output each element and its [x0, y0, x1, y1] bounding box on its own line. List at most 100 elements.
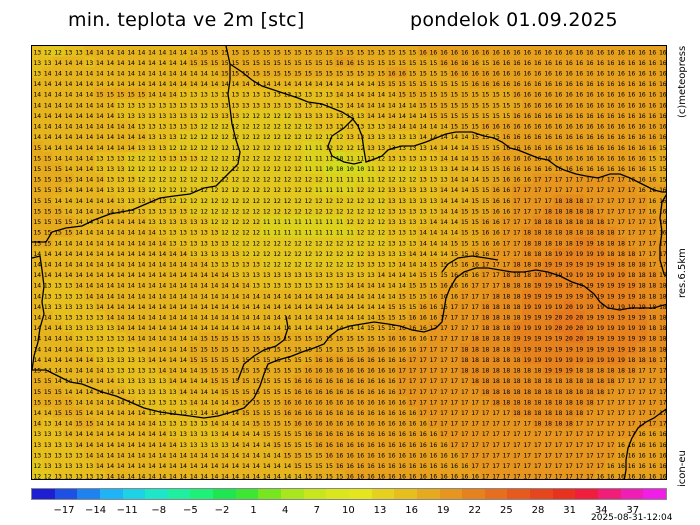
- temp-value: 15: [221, 377, 229, 385]
- temp-value: 14: [106, 314, 114, 322]
- temp-value: 19: [607, 260, 615, 268]
- temp-cell: [240, 130, 252, 142]
- temp-value: 14: [346, 282, 354, 290]
- temp-value: 17: [638, 197, 646, 205]
- temp-cell: [240, 109, 252, 121]
- temp-value: 16: [357, 441, 365, 449]
- temp-cell: [230, 247, 241, 259]
- temp-value: 13: [325, 112, 333, 120]
- temp-value: 12: [242, 229, 250, 237]
- temp-value: 16: [357, 388, 365, 396]
- temp-cell: [355, 268, 367, 280]
- temp-cell: [407, 205, 419, 217]
- temp-value: 14: [127, 239, 135, 247]
- temp-cell: [480, 258, 492, 270]
- temp-cell: [407, 173, 419, 185]
- temp-value: 15: [75, 420, 83, 428]
- temp-value: 16: [503, 207, 511, 215]
- temp-value: 14: [138, 345, 146, 353]
- temp-value: 15: [482, 176, 490, 184]
- temp-cell: [490, 99, 502, 111]
- temp-value: 16: [649, 176, 657, 184]
- temp-value: 17: [523, 451, 531, 459]
- temp-value: 15: [450, 112, 458, 120]
- temp-cell: [501, 268, 513, 280]
- temp-value: 13: [377, 123, 385, 131]
- temp-value: 17: [471, 292, 479, 300]
- temp-value: 16: [388, 377, 396, 385]
- temp-cell: [417, 279, 429, 291]
- temp-cell: [250, 236, 262, 248]
- temp-value: 13: [117, 165, 125, 173]
- temp-value: 12: [138, 154, 146, 162]
- temp-value: 19: [586, 239, 594, 247]
- temp-cell: [94, 215, 106, 227]
- temp-value: 13: [273, 282, 281, 290]
- temp-cell: [303, 183, 314, 195]
- temp-value: 14: [54, 197, 62, 205]
- temp-value: 18: [523, 229, 531, 237]
- temp-cell: [396, 99, 408, 111]
- temp-cell: [261, 88, 273, 100]
- temp-cell: [146, 194, 158, 206]
- temp-cell: [313, 152, 325, 164]
- temp-cell: [417, 183, 429, 195]
- temp-value: 16: [565, 144, 573, 152]
- temp-value: 15: [503, 91, 511, 99]
- temp-cell: [303, 120, 314, 132]
- temp-cell: [136, 258, 148, 270]
- temp-value: 16: [346, 367, 354, 375]
- temp-value: 17: [419, 377, 427, 385]
- temp-value: 14: [44, 112, 52, 120]
- temp-cell: [94, 109, 106, 121]
- temp-cell: [563, 268, 575, 280]
- temp-value: 15: [263, 388, 271, 396]
- temp-value: 15: [96, 91, 104, 99]
- temp-value: 14: [325, 324, 333, 332]
- temp-cell: [542, 215, 554, 227]
- temp-cell: [376, 194, 387, 206]
- temp-value: 14: [304, 292, 312, 300]
- temp-value: 19: [534, 324, 542, 332]
- temp-value: 13: [54, 430, 62, 438]
- temp-value: 14: [148, 345, 156, 353]
- temp-cell: [626, 300, 638, 312]
- temp-cell: [188, 109, 200, 121]
- temp-value: 18: [482, 367, 490, 375]
- temp-value: 12: [200, 197, 208, 205]
- temp-value: 12: [284, 144, 292, 152]
- temp-value: 16: [482, 218, 490, 226]
- temp-value: 12: [211, 207, 219, 215]
- temp-value: 18: [555, 409, 563, 417]
- temp-value: 17: [492, 441, 500, 449]
- temp-value: 14: [336, 303, 344, 311]
- temp-value: 16: [628, 101, 636, 109]
- temp-value: 12: [357, 239, 365, 247]
- temp-value: 17: [617, 197, 625, 205]
- temp-value: 15: [398, 303, 406, 311]
- temp-value: 13: [398, 186, 406, 194]
- temp-cell: [188, 162, 200, 174]
- temp-value: 12: [357, 197, 365, 205]
- temp-cell: [636, 194, 648, 206]
- temp-cell: [63, 268, 75, 280]
- temp-value: 18: [503, 356, 511, 364]
- temp-cell: [313, 56, 325, 68]
- temp-cell: [584, 205, 596, 217]
- temp-cell: [365, 152, 377, 164]
- temp-cell: [188, 173, 200, 185]
- temp-value: 12: [273, 123, 281, 131]
- temp-value: 14: [106, 462, 114, 470]
- temp-value: 17: [471, 441, 479, 449]
- temp-cell: [480, 194, 492, 206]
- temp-value: 15: [273, 59, 281, 67]
- temp-value: 14: [85, 207, 93, 215]
- temp-cell: [647, 152, 658, 164]
- temp-value: 13: [284, 282, 292, 290]
- temp-value: 18: [586, 229, 594, 237]
- temp-value: 14: [158, 70, 166, 78]
- temp-cell: [334, 162, 346, 174]
- temp-value: 12: [325, 197, 333, 205]
- temp-cell: [177, 268, 189, 280]
- temp-value: 13: [440, 165, 448, 173]
